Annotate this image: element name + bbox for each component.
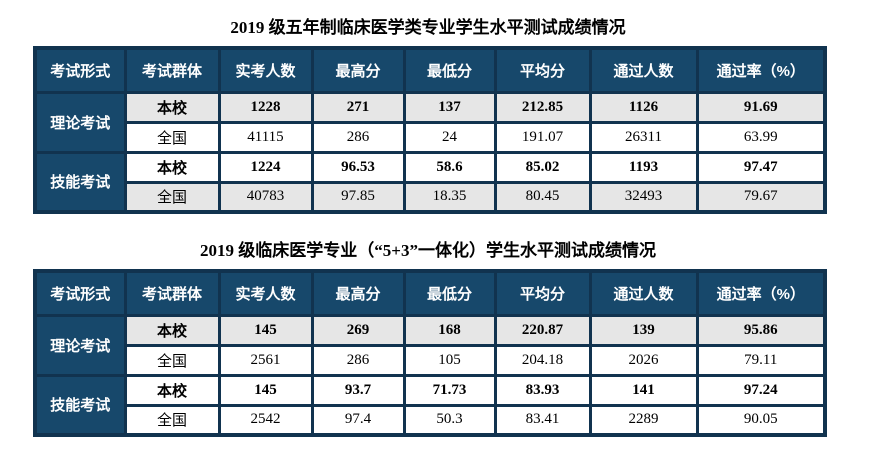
value-cell: 90.05 <box>695 403 827 437</box>
exam-form-cell: 理论考试 <box>33 90 127 154</box>
value-cell: 97.85 <box>310 180 406 214</box>
column-header: 考试群体 <box>123 269 221 317</box>
column-header: 平均分 <box>493 269 592 317</box>
value-cell: 93.7 <box>310 373 406 407</box>
cohort-cell: 全国 <box>123 343 221 377</box>
cohort-cell: 本校 <box>123 90 221 124</box>
score-table-5plus3: 考试形式 考试群体 实考人数 最高分 最低分 平均分 通过人数 通过率（%） 理… <box>33 269 827 437</box>
score-table-five-year: 考试形式 考试群体 实考人数 最高分 最低分 平均分 通过人数 通过率（%） 理… <box>33 46 827 214</box>
value-cell: 145 <box>217 373 314 407</box>
column-header: 通过率（%） <box>695 46 827 94</box>
value-cell: 41115 <box>217 120 314 154</box>
value-cell: 204.18 <box>493 343 592 377</box>
column-header: 通过人数 <box>588 46 699 94</box>
column-header: 实考人数 <box>217 269 314 317</box>
value-cell: 24 <box>402 120 497 154</box>
value-cell: 71.73 <box>402 373 497 407</box>
value-cell: 105 <box>402 343 497 377</box>
column-header: 最高分 <box>310 46 406 94</box>
value-cell: 79.11 <box>695 343 827 377</box>
cohort-cell: 本校 <box>123 373 221 407</box>
column-header: 通过人数 <box>588 269 699 317</box>
value-cell: 1193 <box>588 150 699 184</box>
value-cell: 79.67 <box>695 180 827 214</box>
table-row: 技能考试 本校 145 93.7 71.73 83.93 141 97.24 <box>33 373 827 437</box>
cohort-cell: 本校 <box>123 150 221 184</box>
table-row: 理论考试 本校 145 269 168 220.87 139 95.86 <box>33 313 827 377</box>
value-cell: 168 <box>402 313 497 347</box>
value-cell: 83.41 <box>493 403 592 437</box>
value-cell: 96.53 <box>310 150 406 184</box>
value-cell: 91.69 <box>695 90 827 124</box>
value-cell: 18.35 <box>402 180 497 214</box>
table-row: 全国 40783 97.85 18.35 80.45 32493 79.67 <box>35 180 827 214</box>
table-title: 2019 级临床医学专业（“5+3”一体化）学生水平测试成绩情况 <box>200 241 656 260</box>
value-cell: 80.45 <box>493 180 592 214</box>
value-cell: 220.87 <box>493 313 592 347</box>
column-header: 最低分 <box>402 46 497 94</box>
value-cell: 95.86 <box>695 313 827 347</box>
value-cell: 58.6 <box>402 150 497 184</box>
table-row: 全国 2542 97.4 50.3 83.41 2289 90.05 <box>35 403 827 437</box>
column-header: 平均分 <box>493 46 592 94</box>
header-row: 考试形式 考试群体 实考人数 最高分 最低分 平均分 通过人数 通过率（%） <box>33 269 827 317</box>
column-header: 实考人数 <box>217 46 314 94</box>
value-cell: 26311 <box>588 120 699 154</box>
value-cell: 1224 <box>217 150 314 184</box>
column-header: 通过率（%） <box>695 269 827 317</box>
exam-form-cell: 技能考试 <box>33 150 127 214</box>
table-title: 2019 级五年制临床医学类专业学生水平测试成绩情况 <box>230 18 626 37</box>
value-cell: 97.4 <box>310 403 406 437</box>
cohort-cell: 全国 <box>123 403 221 437</box>
column-header: 最低分 <box>402 269 497 317</box>
value-cell: 137 <box>402 90 497 124</box>
value-cell: 286 <box>310 120 406 154</box>
exam-form-cell: 理论考试 <box>33 313 127 377</box>
value-cell: 97.47 <box>695 150 827 184</box>
value-cell: 40783 <box>217 180 314 214</box>
table-row: 全国 2561 286 105 204.18 2026 79.11 <box>35 343 827 377</box>
exam-form-cell: 技能考试 <box>33 373 127 437</box>
value-cell: 2289 <box>588 403 699 437</box>
value-cell: 1228 <box>217 90 314 124</box>
cohort-cell: 全国 <box>123 120 221 154</box>
table-row: 理论考试 本校 1228 271 137 212.85 1126 91.69 <box>33 90 827 154</box>
cohort-cell: 全国 <box>123 180 221 214</box>
cohort-cell: 本校 <box>123 313 221 347</box>
column-header: 考试形式 <box>33 269 127 317</box>
value-cell: 271 <box>310 90 406 124</box>
value-cell: 63.99 <box>695 120 827 154</box>
table-row: 全国 41115 286 24 191.07 26311 63.99 <box>35 120 827 154</box>
header-row: 考试形式 考试群体 实考人数 最高分 最低分 平均分 通过人数 通过率（%） <box>33 46 827 94</box>
value-cell: 83.93 <box>493 373 592 407</box>
value-cell: 2561 <box>217 343 314 377</box>
value-cell: 145 <box>217 313 314 347</box>
value-cell: 50.3 <box>402 403 497 437</box>
value-cell: 139 <box>588 313 699 347</box>
value-cell: 191.07 <box>493 120 592 154</box>
value-cell: 269 <box>310 313 406 347</box>
value-cell: 2026 <box>588 343 699 377</box>
value-cell: 2542 <box>217 403 314 437</box>
value-cell: 141 <box>588 373 699 407</box>
value-cell: 97.24 <box>695 373 827 407</box>
column-header: 考试群体 <box>123 46 221 94</box>
value-cell: 1126 <box>588 90 699 124</box>
column-header: 最高分 <box>310 269 406 317</box>
value-cell: 85.02 <box>493 150 592 184</box>
column-header: 考试形式 <box>33 46 127 94</box>
table-row: 技能考试 本校 1224 96.53 58.6 85.02 1193 97.47 <box>33 150 827 214</box>
value-cell: 286 <box>310 343 406 377</box>
value-cell: 32493 <box>588 180 699 214</box>
value-cell: 212.85 <box>493 90 592 124</box>
